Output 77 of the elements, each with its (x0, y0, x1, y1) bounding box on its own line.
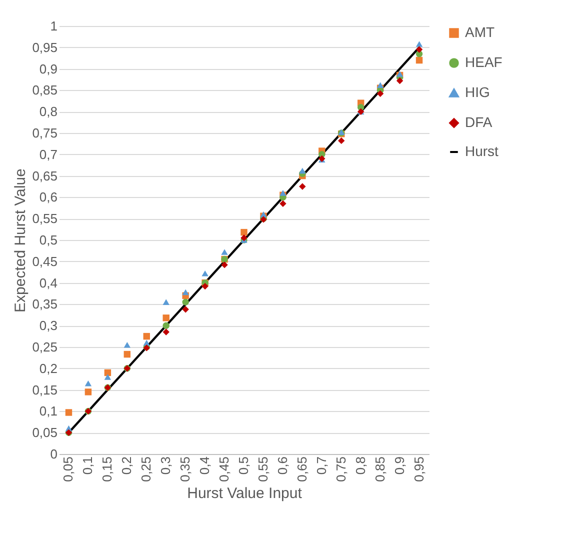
x-tick-label: 0,95 (411, 456, 426, 482)
point (280, 200, 286, 207)
point (162, 314, 170, 322)
point (416, 41, 423, 47)
point (182, 298, 189, 306)
point (299, 183, 306, 190)
point (124, 350, 131, 358)
legend-label: HEAF (465, 54, 502, 70)
legend-label: AMT (465, 24, 495, 40)
legend-label: HIG (465, 84, 490, 100)
y-axis-title: Expected Hurst Value (12, 168, 30, 312)
x-tick-label: 0,8 (352, 456, 368, 475)
point (280, 190, 286, 196)
y-tick-label: 0,15 (32, 382, 58, 398)
point (396, 77, 404, 84)
legend-label: Hurst (465, 143, 499, 159)
y-tick-label: 0,9 (39, 61, 58, 76)
point (104, 374, 112, 380)
y-tick-label: 0,6 (39, 190, 58, 205)
y-tick-label: 0,75 (32, 126, 58, 140)
x-tick-label: 0,85 (372, 456, 388, 482)
y-tick-label: 0 (50, 446, 58, 462)
x-tick-label: 0,55 (255, 456, 270, 482)
point (416, 56, 423, 64)
point (182, 289, 189, 296)
y-tick-label: 0,85 (32, 82, 58, 98)
point (143, 340, 150, 346)
x-tick-label: 0,2 (119, 456, 134, 475)
point (221, 249, 228, 255)
point (376, 90, 384, 97)
x-tick-label: 0,7 (314, 456, 329, 475)
y-tick-label: 1 (50, 18, 58, 34)
x-axis-title: Hurst Value Input (187, 484, 303, 502)
x-tick-label: 0,75 (333, 456, 348, 482)
y-tick-label: 0,25 (32, 340, 58, 354)
point (202, 270, 208, 276)
point (376, 82, 384, 88)
legend-label: DFA (465, 114, 493, 130)
x-tick-label: 0,45 (216, 456, 232, 482)
x-tick-label: 0,25 (138, 456, 154, 482)
point (416, 46, 423, 53)
y-tick-label: 0,05 (32, 425, 58, 440)
x-tick-label: 0,65 (294, 456, 310, 482)
x-tick-label: 0,5 (236, 456, 251, 475)
point (162, 299, 170, 305)
point (338, 137, 345, 144)
y-tick-label: 0,2 (39, 360, 58, 376)
point (202, 282, 208, 290)
x-tick-label: 0,15 (100, 456, 115, 482)
y-tick-label: 0,1 (39, 404, 58, 419)
y-tick-label: 0,5 (39, 232, 58, 248)
x-tick-label: 0,1 (80, 456, 96, 475)
y-tick-label: 0,3 (39, 318, 58, 334)
point (221, 261, 228, 268)
y-tick-label: 0,7 (39, 146, 58, 162)
point (299, 168, 306, 174)
point (240, 228, 248, 236)
y-tick-label: 0,45 (32, 254, 58, 269)
point (162, 328, 170, 336)
point (124, 342, 131, 348)
point (143, 332, 150, 340)
y-tick-label: 0,8 (39, 104, 58, 120)
point (84, 388, 92, 396)
x-tick-label: 0,9 (392, 456, 407, 475)
y-tick-label: 0,65 (32, 168, 58, 184)
point (182, 306, 189, 313)
x-tick-label: 0,6 (274, 456, 290, 475)
x-tick-label: 0,4 (197, 456, 212, 475)
y-tick-label: 0,35 (32, 296, 58, 312)
y-tick-label: 0,4 (39, 275, 58, 290)
x-tick-label: 0,3 (158, 456, 174, 475)
y-tick-label: 0,55 (32, 211, 58, 226)
y-tick-label: 0,95 (32, 40, 58, 55)
point (65, 409, 72, 416)
x-tick-label: 0,35 (178, 456, 193, 482)
point (84, 380, 92, 386)
point (162, 322, 170, 329)
